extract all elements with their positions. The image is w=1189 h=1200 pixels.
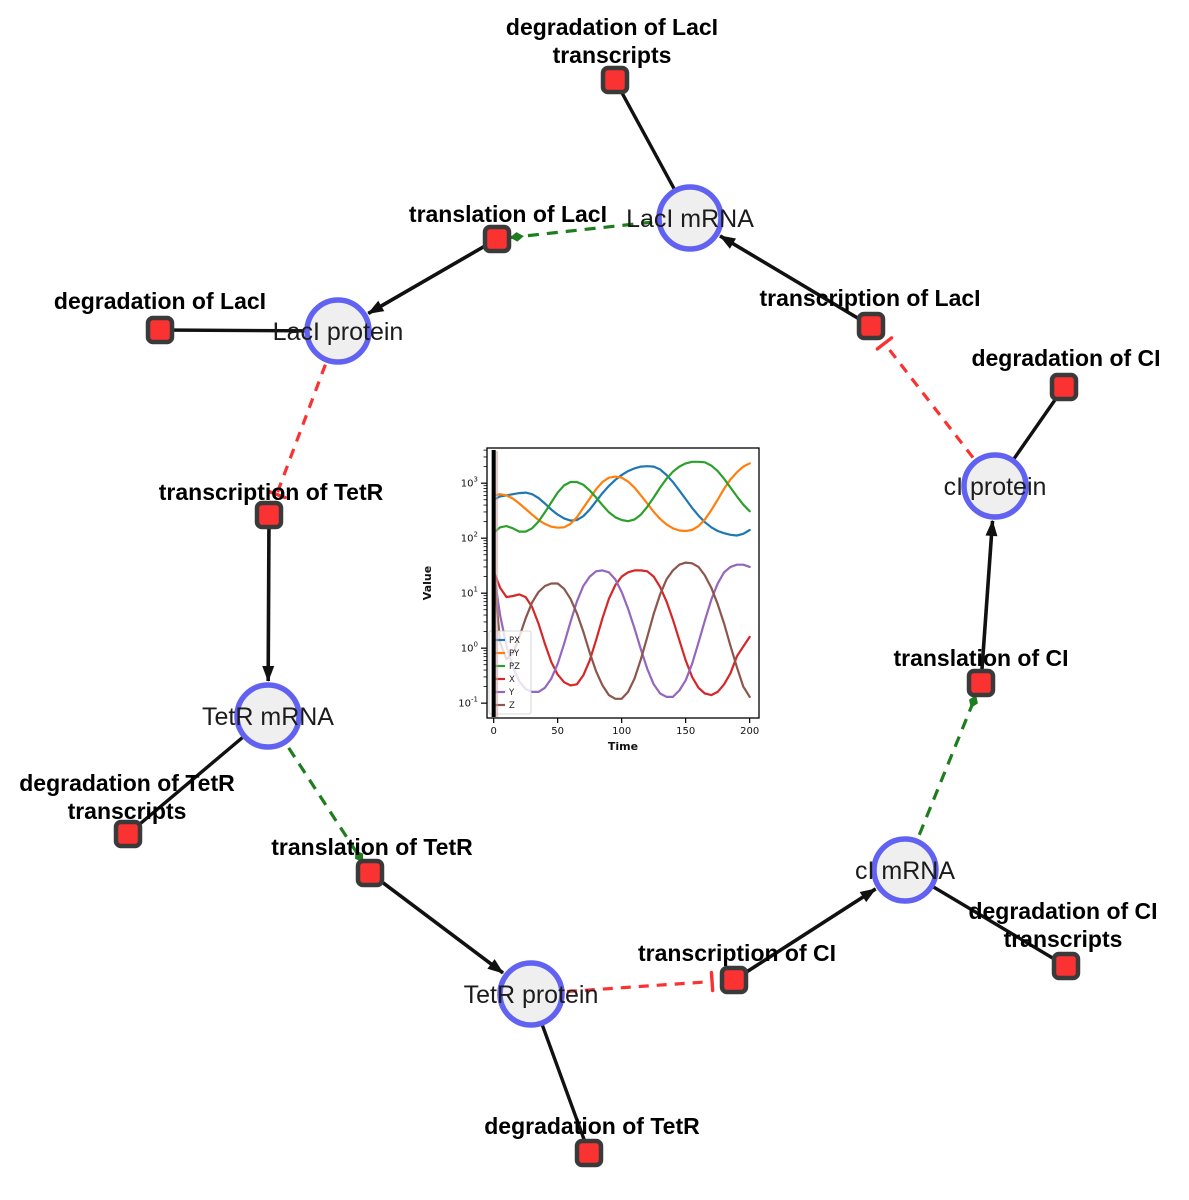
y-tick-base: 10 — [458, 699, 471, 710]
y-axis-tick-label: 102 — [461, 531, 478, 545]
nodes-layer — [113, 65, 1081, 1168]
legend-entry-Y: Y — [508, 688, 515, 698]
y-axis-tick-label: 103 — [461, 476, 478, 490]
species-label-tetr-protein: TetR protein — [464, 981, 599, 1009]
x-axis-tick-label: 150 — [676, 726, 695, 737]
edge-inhibition-tetr-protein-to-transcription-ci — [530, 970, 715, 996]
species-node-laci-mrna[interactable] — [656, 184, 724, 252]
chart-series-Z — [492, 561, 751, 700]
x-axis-tick-label: 100 — [612, 726, 631, 737]
y-tick-base: 10 — [461, 589, 474, 600]
edge-production-transcription-tetr-to-tetr-mrna — [262, 514, 275, 683]
legend-entry-PX: PX — [509, 636, 520, 646]
process-node-transcription-tetr[interactable] — [254, 500, 284, 530]
edge-modifier-ci-mrna-to-translation-ci — [903, 694, 978, 871]
process-label-deg-ci-transcripts-line2: transcripts — [1004, 926, 1123, 952]
process-node-deg-ci[interactable] — [1049, 372, 1079, 402]
process-node-deg-ci-transcripts[interactable] — [1051, 951, 1081, 981]
process-node-deg-laci-transcripts[interactable] — [600, 65, 630, 95]
process-label-deg-tetr-transcripts-line1: degradation of TetR — [19, 770, 235, 796]
chart-series-X — [492, 569, 751, 697]
chart-legend: PX PY PZ XYZ — [488, 630, 532, 715]
process-label-deg-laci-transcripts-line2: transcripts — [553, 42, 672, 68]
x-axis-tick-label: 0 — [490, 726, 496, 737]
edge-inhibition-laci-protein-to-transcription-tetr — [266, 330, 340, 500]
chart-series-PY — [492, 462, 751, 533]
species-node-ci-protein[interactable] — [961, 452, 1029, 520]
y-axis-label: Value — [421, 566, 434, 600]
x-axis-tick-label: 50 — [551, 726, 564, 737]
process-label-deg-laci-transcripts-line1: degradation of LacI — [506, 14, 718, 40]
edge-inhibition-ci-protein-to-transcription-laci — [875, 336, 997, 487]
chart-legend-box — [488, 630, 532, 715]
chart-series-Y — [492, 563, 751, 699]
process-node-transcription-ci[interactable] — [719, 965, 749, 995]
process-label-translation-ci: translation of CI — [893, 645, 1068, 671]
process-label-transcription-ci: transcription of CI — [638, 940, 836, 966]
y-axis-tick-label: 101 — [461, 586, 478, 600]
process-node-deg-tetr-transcripts[interactable] — [113, 819, 143, 849]
process-label-transcription-laci: transcription of LacI — [759, 285, 980, 311]
legend-entry-PZ: PZ — [509, 662, 520, 672]
species-label-laci-mrna: LacI mRNA — [626, 205, 754, 233]
y-tick-base: 10 — [461, 479, 474, 490]
process-label-deg-laci: degradation of LacI — [54, 288, 266, 314]
species-label-ci-protein: cI protein — [944, 473, 1047, 501]
y-axis-tick-label: 10-1 — [458, 696, 478, 710]
chart-series-layer — [492, 460, 751, 700]
process-node-deg-laci[interactable] — [145, 315, 175, 345]
process-node-translation-ci[interactable] — [966, 668, 996, 698]
process-label-transcription-tetr: transcription of TetR — [159, 479, 384, 505]
edge-production-translation-laci-to-laci-protein — [367, 237, 498, 316]
legend-entry-PY: PY — [509, 649, 520, 659]
process-node-transcription-laci[interactable] — [856, 311, 886, 341]
process-label-translation-laci: translation of LacI — [409, 201, 607, 227]
species-label-tetr-mrna: TetR mRNA — [202, 703, 334, 731]
process-label-translation-tetr: translation of TetR — [271, 834, 473, 860]
inset-chart: 0 50 100 150 20010310210110010-1TimeValuePXP… — [421, 447, 760, 753]
chart-axes-frame — [486, 447, 760, 719]
x-axis-tick-label: 200 — [740, 726, 759, 737]
species-label-laci-protein: LacI protein — [273, 318, 404, 346]
species-node-ci-mrna[interactable] — [871, 836, 939, 904]
chart-series-PZ — [492, 460, 751, 534]
species-label-ci-mrna: cI mRNA — [855, 857, 955, 885]
edge-production-translation-ci-to-ci-protein — [979, 519, 998, 684]
species-node-tetr-mrna[interactable] — [234, 682, 302, 750]
y-tick-base: 10 — [461, 534, 474, 545]
process-node-translation-laci[interactable] — [482, 224, 512, 254]
edge-production-translation-tetr-to-tetr-protein — [368, 871, 505, 975]
chart-series-PX — [492, 465, 751, 537]
species-node-tetr-protein[interactable] — [497, 960, 565, 1028]
process-node-deg-tetr[interactable] — [574, 1138, 604, 1168]
chart-plot-background — [487, 448, 759, 718]
process-label-deg-ci: degradation of CI — [971, 345, 1160, 371]
edge-production-transcription-ci-to-ci-mrna — [733, 887, 877, 982]
legend-entry-Z: Z — [509, 701, 515, 711]
process-label-deg-tetr: degradation of TetR — [484, 1113, 700, 1139]
legend-entry-X: X — [509, 675, 515, 685]
labels-layer: LacI mRNA LacI protein TetR mRNA TetR prote… — [19, 14, 1160, 1139]
process-label-deg-tetr-transcripts-line2: transcripts — [68, 798, 187, 824]
edge-production-transcription-laci-to-laci-mrna — [719, 234, 872, 328]
y-tick-base: 10 — [461, 644, 474, 655]
process-node-translation-tetr[interactable] — [355, 858, 385, 888]
process-label-deg-ci-transcripts-line1: degradation of CI — [968, 898, 1157, 924]
y-axis-tick-label: 100 — [461, 641, 478, 655]
species-node-laci-protein[interactable] — [304, 297, 372, 365]
x-axis-label: Time — [608, 740, 638, 753]
